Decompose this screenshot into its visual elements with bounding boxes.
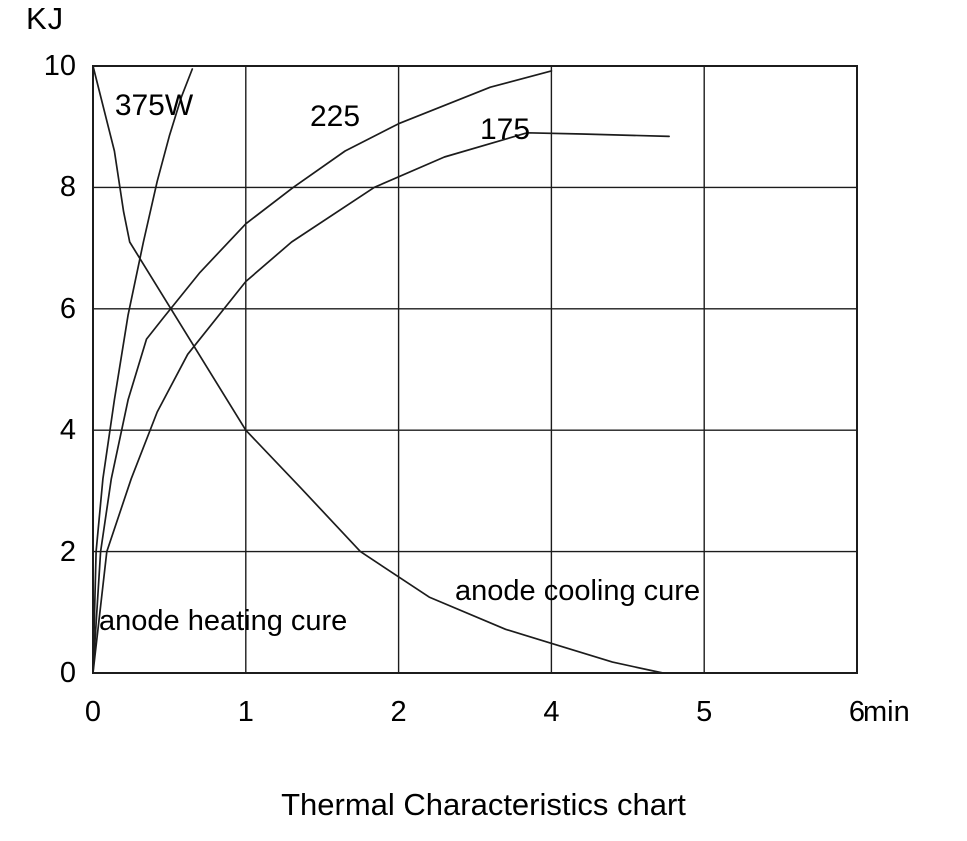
y-tick-label-0: 0 xyxy=(59,657,76,689)
x-tick-label-4: 4 xyxy=(543,696,560,728)
chart-title: Thermal Characteristics chart xyxy=(281,787,686,822)
curve-label-175: 175 xyxy=(479,113,531,146)
y-tick-label-2: 2 xyxy=(59,535,76,568)
y-axis-unit-label: KJ xyxy=(26,1,65,36)
x-tick-label-1: 1 xyxy=(237,696,254,728)
curve-heating-225 xyxy=(92,70,553,674)
x-tick-label-2: 2 xyxy=(390,696,407,728)
x-tick-label-6: 6 xyxy=(848,696,866,728)
y-tick-label-6: 6 xyxy=(59,292,76,325)
curve-label-375w: 375W xyxy=(114,89,194,122)
y-tick-label-8: 8 xyxy=(59,171,76,204)
x-tick-label-5: 5 xyxy=(696,696,713,728)
annotation-anode-cooling: anode cooling cure xyxy=(455,575,701,607)
x-axis-unit-label: min xyxy=(863,696,910,728)
plot-border xyxy=(92,65,858,674)
y-tick-label-10: 10 xyxy=(43,50,76,82)
curve-label-225: 225 xyxy=(309,100,361,133)
curve-cooling xyxy=(92,65,664,674)
x-tick-label-0: 0 xyxy=(84,696,102,728)
curve-heating-375W xyxy=(92,68,194,674)
y-tick-label-4: 4 xyxy=(59,414,76,447)
annotation-anode-heating: anode heating cure xyxy=(99,605,348,637)
curve-heating-175 xyxy=(92,131,670,674)
